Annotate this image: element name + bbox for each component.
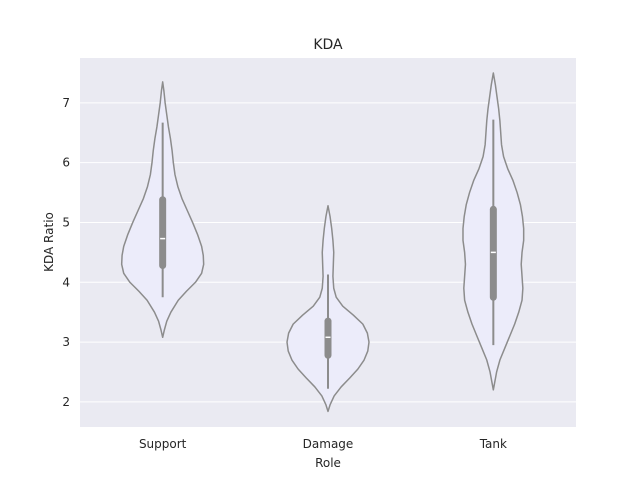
x-tick-labels: Support Damage Tank	[139, 437, 507, 451]
violins	[120, 72, 525, 413]
x-tick-label-damage: Damage	[303, 437, 354, 451]
chart-title: KDA	[313, 37, 343, 53]
y-tick-label: 2	[62, 395, 70, 409]
y-tick-label: 6	[62, 156, 70, 170]
y-tick-labels: 2 3 4 5 6 7	[62, 96, 70, 409]
y-axis-label: KDA Ratio	[42, 212, 56, 272]
y-tick-label: 4	[62, 275, 70, 289]
x-tick-label-support: Support	[139, 437, 187, 451]
x-axis-label: Role	[315, 456, 341, 470]
x-tick-label-tank: Tank	[479, 437, 507, 451]
y-tick-label: 5	[62, 215, 70, 229]
y-tick-label: 3	[62, 335, 70, 349]
y-tick-label: 7	[62, 96, 70, 110]
